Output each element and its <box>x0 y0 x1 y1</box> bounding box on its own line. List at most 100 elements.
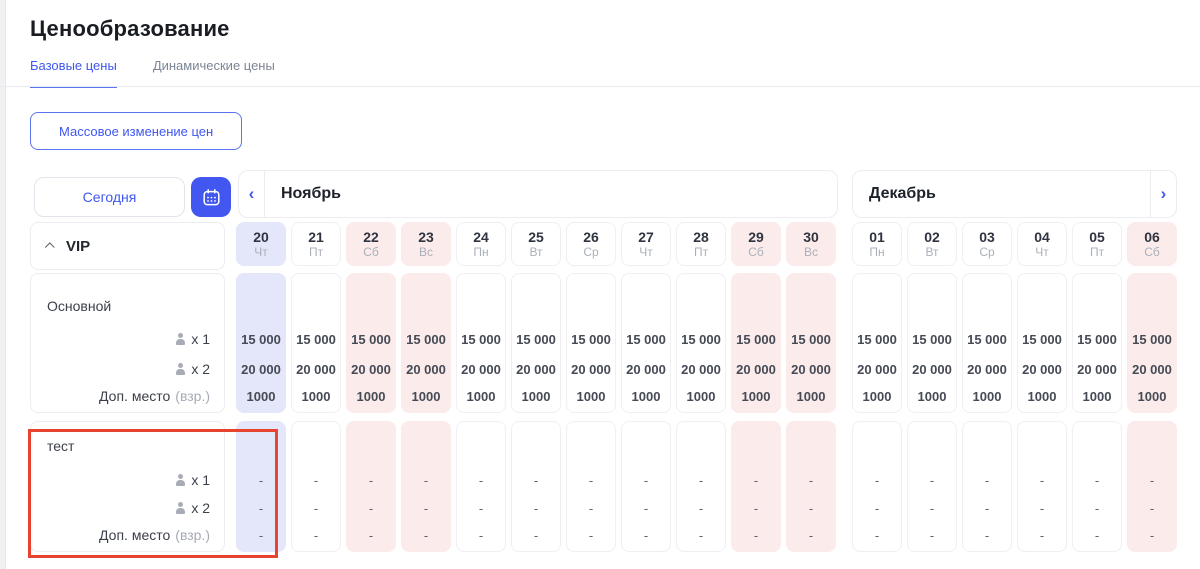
day-cell[interactable]: 06 Сб <box>1127 222 1177 266</box>
price-cell[interactable]: - <box>753 500 759 516</box>
price-cell[interactable]: 1000 <box>1027 388 1057 404</box>
price-cell[interactable]: 1000 <box>356 388 386 404</box>
price-cell[interactable]: 15 000 <box>241 331 281 347</box>
price-cell[interactable]: - <box>874 500 880 516</box>
day-cell[interactable]: 23 Вс <box>401 222 451 266</box>
price-cell[interactable]: - <box>698 500 704 516</box>
price-cell[interactable]: 15 000 <box>1077 331 1117 347</box>
day-cell[interactable]: 22 Сб <box>346 222 396 266</box>
room-category-vip[interactable]: VIP <box>30 222 225 270</box>
price-cell[interactable]: - <box>478 500 484 516</box>
price-cell[interactable]: - <box>533 527 539 543</box>
price-cell[interactable]: - <box>984 527 990 543</box>
price-cell[interactable]: 1000 <box>686 388 716 404</box>
price-cell[interactable]: 1000 <box>796 388 826 404</box>
price-cell[interactable]: - <box>753 527 759 543</box>
price-cell[interactable]: 20 000 <box>406 361 446 377</box>
price-cell[interactable]: - <box>698 527 704 543</box>
price-cell[interactable]: - <box>1039 527 1045 543</box>
price-cell[interactable]: - <box>588 500 594 516</box>
price-cell[interactable]: - <box>313 472 319 488</box>
day-cell[interactable]: 29 Сб <box>731 222 781 266</box>
price-cell[interactable]: - <box>808 527 814 543</box>
price-cell[interactable]: 15 000 <box>296 331 336 347</box>
price-cell[interactable]: 20 000 <box>296 361 336 377</box>
price-cell[interactable]: 1000 <box>862 388 892 404</box>
price-cell[interactable]: - <box>1149 527 1155 543</box>
day-cell[interactable]: 05 Пт <box>1072 222 1122 266</box>
price-cell[interactable]: - <box>478 527 484 543</box>
price-cell[interactable]: - <box>643 527 649 543</box>
price-cell[interactable]: 1000 <box>576 388 606 404</box>
day-cell[interactable]: 28 Пт <box>676 222 726 266</box>
price-cell[interactable]: - <box>929 527 935 543</box>
price-cell[interactable]: - <box>1039 472 1045 488</box>
price-cell[interactable]: - <box>533 500 539 516</box>
price-cell[interactable]: 20 000 <box>461 361 501 377</box>
price-cell[interactable]: - <box>368 527 374 543</box>
today-button[interactable]: Сегодня <box>34 177 185 217</box>
day-cell[interactable]: 20 Чт <box>236 222 286 266</box>
price-cell[interactable]: 15 000 <box>736 331 776 347</box>
price-cell[interactable]: 20 000 <box>736 361 776 377</box>
price-cell[interactable]: 15 000 <box>1022 331 1062 347</box>
price-cell[interactable]: - <box>368 500 374 516</box>
price-cell[interactable]: 15 000 <box>626 331 666 347</box>
day-cell[interactable]: 24 Пн <box>456 222 506 266</box>
price-cell[interactable]: - <box>258 500 264 516</box>
price-cell[interactable]: 1000 <box>411 388 441 404</box>
price-cell[interactable]: 20 000 <box>681 361 721 377</box>
price-cell[interactable]: - <box>1094 500 1100 516</box>
price-cell[interactable]: - <box>753 472 759 488</box>
price-cell[interactable]: 1000 <box>301 388 331 404</box>
tab-dynamic-prices[interactable]: Динамические цены <box>152 58 275 73</box>
price-cell[interactable]: 15 000 <box>967 331 1007 347</box>
day-cell[interactable]: 26 Ср <box>566 222 616 266</box>
price-cell[interactable]: 20 000 <box>571 361 611 377</box>
price-cell[interactable]: - <box>423 527 429 543</box>
price-cell[interactable]: - <box>313 500 319 516</box>
price-cell[interactable]: 20 000 <box>1022 361 1062 377</box>
price-cell[interactable]: - <box>588 472 594 488</box>
price-cell[interactable]: - <box>929 472 935 488</box>
day-cell[interactable]: 02 Вт <box>907 222 957 266</box>
price-cell[interactable]: 20 000 <box>516 361 556 377</box>
price-cell[interactable]: 15 000 <box>912 331 952 347</box>
day-cell[interactable]: 30 Вс <box>786 222 836 266</box>
price-cell[interactable]: - <box>874 527 880 543</box>
price-cell[interactable]: 15 000 <box>857 331 897 347</box>
price-cell[interactable]: 15 000 <box>406 331 446 347</box>
price-cell[interactable]: - <box>929 500 935 516</box>
price-cell[interactable]: 15 000 <box>571 331 611 347</box>
price-cell[interactable]: 15 000 <box>461 331 501 347</box>
price-cell[interactable]: 1000 <box>521 388 551 404</box>
next-month-icon[interactable]: › <box>1150 171 1176 217</box>
price-cell[interactable]: 20 000 <box>1132 361 1172 377</box>
price-cell[interactable]: 20 000 <box>241 361 281 377</box>
price-cell[interactable]: 1000 <box>466 388 496 404</box>
price-cell[interactable]: 15 000 <box>516 331 556 347</box>
price-cell[interactable]: - <box>643 500 649 516</box>
price-cell[interactable]: 1000 <box>1082 388 1112 404</box>
price-cell[interactable]: 20 000 <box>791 361 831 377</box>
price-cell[interactable]: - <box>478 472 484 488</box>
day-cell[interactable]: 21 Пт <box>291 222 341 266</box>
price-cell[interactable]: 15 000 <box>681 331 721 347</box>
price-cell[interactable]: - <box>1039 500 1045 516</box>
day-cell[interactable]: 25 Вт <box>511 222 561 266</box>
price-cell[interactable]: - <box>258 472 264 488</box>
price-cell[interactable]: - <box>423 500 429 516</box>
mass-price-change-button[interactable]: Массовое изменение цен <box>30 112 243 150</box>
price-cell[interactable]: 15 000 <box>791 331 831 347</box>
price-cell[interactable]: - <box>368 472 374 488</box>
day-cell[interactable]: 01 Пн <box>852 222 902 266</box>
price-cell[interactable]: 1000 <box>631 388 661 404</box>
price-cell[interactable]: - <box>984 472 990 488</box>
price-cell[interactable]: 20 000 <box>626 361 666 377</box>
price-cell[interactable]: 20 000 <box>912 361 952 377</box>
price-cell[interactable]: - <box>1149 500 1155 516</box>
price-cell[interactable]: 20 000 <box>351 361 391 377</box>
price-cell[interactable]: 15 000 <box>1132 331 1172 347</box>
price-cell[interactable]: 1000 <box>917 388 947 404</box>
day-cell[interactable]: 03 Ср <box>962 222 1012 266</box>
